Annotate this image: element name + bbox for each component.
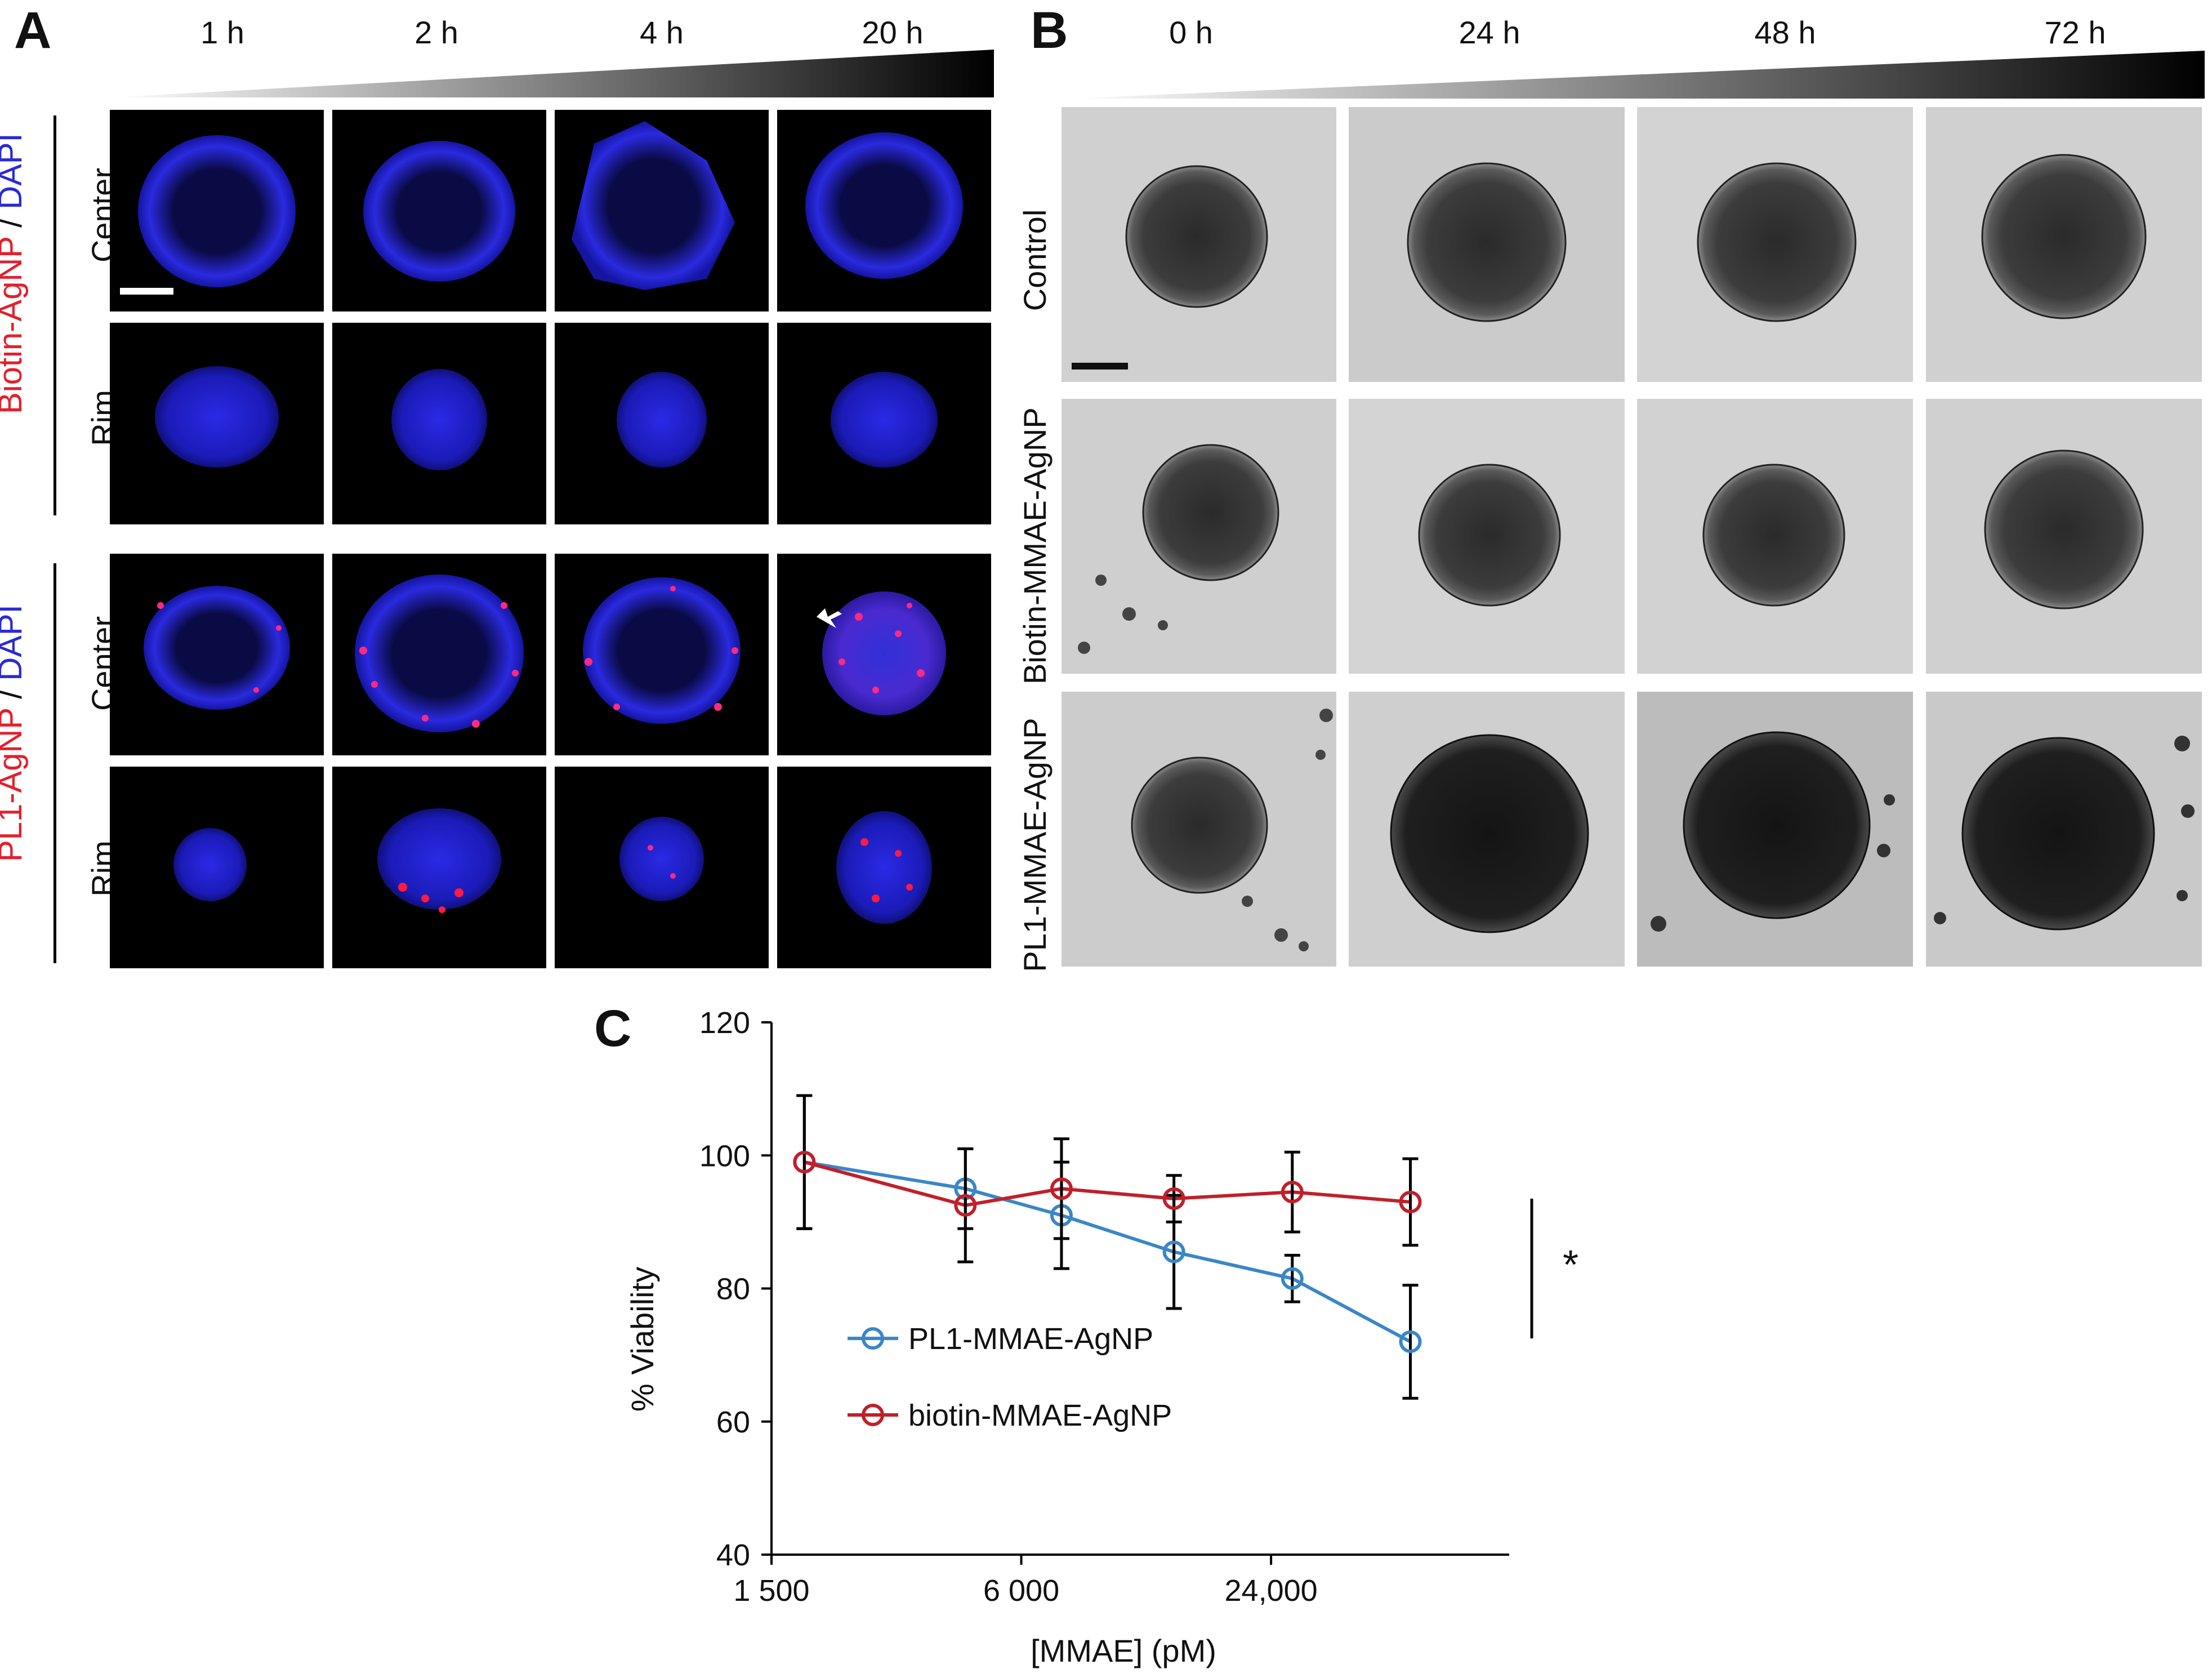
panel-a-time-gradient xyxy=(110,50,994,97)
data-point xyxy=(954,1194,977,1217)
data-point xyxy=(1050,1177,1073,1200)
dapi-label: DAPI xyxy=(0,133,29,210)
tile-b-r3-c3 xyxy=(1637,692,1913,967)
label-separator: / xyxy=(0,210,29,237)
tile-a-r4-c4 xyxy=(777,767,991,968)
panel-a-fluorescence-grid xyxy=(110,110,991,968)
legend-label: PL1-MMAE-AgNP xyxy=(908,1322,1153,1356)
tile-b-r2-c2 xyxy=(1349,399,1625,674)
arrow-icon xyxy=(817,608,842,628)
tile-a-r1-c2 xyxy=(332,110,546,311)
legend-marker xyxy=(862,1403,884,1426)
x-tick-label: 1 500 xyxy=(733,1574,809,1608)
dapi-label: DAPI xyxy=(0,604,29,681)
tile-a-r1-c4 xyxy=(777,110,991,311)
scale-bar-a xyxy=(120,288,173,295)
panel-b-row-biotin: Biotin-MMAE-AgNP xyxy=(1017,407,1053,684)
tile-a-r3-c4 xyxy=(777,554,991,755)
panel-b-time-1: 0 h xyxy=(1169,15,1213,50)
tile-b-r2-c3 xyxy=(1637,399,1913,674)
tile-b-r3-c1 xyxy=(1062,692,1336,967)
y-axis-label: % Viability xyxy=(625,1267,660,1412)
panel-b-time-gradient xyxy=(1067,51,2205,99)
viability-chart: 40 60 80 100 120 1 500 6 000 24,000 [MMAE] (pM)%… xyxy=(591,991,1661,1673)
tile-a-r1-c1 xyxy=(110,110,324,311)
panel-a-time-2: 2 h xyxy=(414,15,458,50)
panel-a-time-3: 4 h xyxy=(640,15,684,50)
data-point xyxy=(1162,1240,1185,1263)
y-tick-label: 100 xyxy=(699,1139,750,1173)
series-line-1 xyxy=(804,1160,1411,1207)
tile-b-r1-c1 xyxy=(1062,107,1336,382)
x-tick-label: 24,000 xyxy=(1225,1574,1318,1608)
panel-a-letter: A xyxy=(14,2,52,59)
tile-b-r2-c4 xyxy=(1926,399,2202,674)
label-separator: / xyxy=(0,681,29,708)
x-tick-label: 6 000 xyxy=(983,1574,1059,1608)
tile-b-r1-c3 xyxy=(1637,107,1913,382)
legend-marker xyxy=(862,1327,884,1350)
data-point xyxy=(1281,1267,1304,1290)
tile-a-r4-c3 xyxy=(555,767,769,968)
significance-star: * xyxy=(1563,1243,1579,1288)
panel-a-time-1: 1 h xyxy=(200,15,244,50)
panel-a-time-4: 20 h xyxy=(862,15,924,50)
panel-a-group1-label: Biotin-AgNP / DAPI xyxy=(0,133,34,414)
pl1-agnp-label: PL1-AgNP xyxy=(0,708,29,862)
panel-b-brightfield-grid xyxy=(1062,107,2202,967)
legend-label: biotin-MMAE-AgNP xyxy=(908,1399,1172,1432)
data-point xyxy=(1399,1190,1422,1213)
panel-b-row-control: Control xyxy=(1017,209,1053,311)
data-point xyxy=(1162,1187,1185,1210)
y-tick-label: 40 xyxy=(716,1538,750,1572)
tile-a-r3-c2 xyxy=(332,554,546,755)
tile-b-r3-c4 xyxy=(1926,692,2202,967)
tile-a-r3-c1 xyxy=(110,554,324,755)
tile-a-r2-c1 xyxy=(110,323,324,524)
panel-a-group2-bracket xyxy=(53,563,56,963)
panel-b-letter: B xyxy=(1031,2,1068,59)
biotin-agnp-label: Biotin-AgNP xyxy=(0,237,29,414)
tile-a-r1-c3 xyxy=(555,110,769,311)
x-axis-label: [MMAE] (pM) xyxy=(1031,1633,1216,1668)
panel-b-time-4: 72 h xyxy=(2044,15,2106,50)
data-point xyxy=(1399,1330,1422,1353)
tile-a-r4-c2 xyxy=(332,767,546,968)
series-line-0 xyxy=(804,1160,1411,1343)
y-tick-label: 120 xyxy=(699,1006,750,1040)
tile-b-r1-c2 xyxy=(1349,107,1625,382)
tile-a-r2-c3 xyxy=(555,323,769,524)
data-point xyxy=(793,1151,816,1174)
tile-a-r3-c3 xyxy=(555,554,769,755)
panel-a-group2-label: PL1-AgNP / DAPI xyxy=(0,604,34,862)
tile-b-r3-c2 xyxy=(1349,692,1625,967)
tile-b-r2-c1 xyxy=(1062,399,1336,674)
tile-b-r1-c4 xyxy=(1926,107,2202,382)
tile-a-r2-c4 xyxy=(777,323,991,524)
tile-a-r2-c2 xyxy=(332,323,546,524)
panel-b-row-pl1: PL1-MMAE-AgNP xyxy=(1017,718,1053,972)
tile-a-r4-c1 xyxy=(110,767,324,968)
panel-a-group1-bracket xyxy=(53,115,56,515)
panel-b-time-3: 48 h xyxy=(1754,15,1816,50)
y-tick-label: 60 xyxy=(716,1405,750,1439)
panel-b-time-2: 24 h xyxy=(1459,15,1520,50)
y-tick-label: 80 xyxy=(716,1272,750,1306)
data-point xyxy=(1281,1181,1304,1204)
panel-c-letter: C xyxy=(594,1000,632,1057)
scale-bar-b xyxy=(1072,363,1128,370)
viability-chart-svg: 40 60 80 100 120 1 500 6 000 24,000 [MMAE] (pM)%… xyxy=(625,1006,1533,1668)
